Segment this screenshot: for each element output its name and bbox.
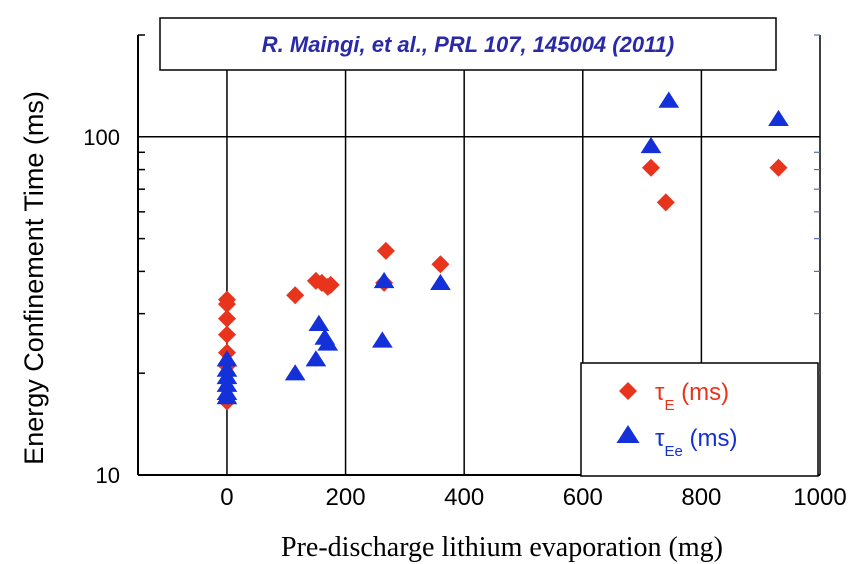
x-tick-label: 800 bbox=[681, 484, 721, 511]
data-point-tau-e bbox=[431, 255, 449, 273]
x-tick-label: 200 bbox=[326, 484, 366, 511]
y-tick-labels: 10 100 bbox=[83, 125, 120, 488]
data-point-tau-ee bbox=[768, 110, 789, 126]
data-point-tau-e bbox=[769, 159, 787, 177]
data-point-tau-ee bbox=[285, 364, 306, 380]
data-point-tau-e bbox=[377, 242, 395, 260]
citation-text: R. Maingi, et al., PRL 107, 145004 (2011… bbox=[262, 32, 675, 57]
x-tick-label: 1000 bbox=[793, 484, 846, 511]
data-point-tau-ee bbox=[309, 315, 330, 331]
x-tick-label: 600 bbox=[563, 484, 603, 511]
data-point-tau-ee bbox=[306, 350, 327, 366]
x-tick-labels: 0 200 400 600 800 1000 bbox=[220, 484, 846, 511]
y-axis-title: Energy Confinement Time (ms) bbox=[19, 91, 49, 465]
data-point-tau-e bbox=[657, 193, 675, 211]
data-point-tau-e bbox=[218, 326, 236, 344]
legend: τE (ms) τEe (ms) bbox=[581, 363, 818, 476]
data-point-tau-e bbox=[286, 286, 304, 304]
y-tick-label: 100 bbox=[83, 125, 120, 150]
data-point-tau-ee bbox=[658, 92, 679, 108]
data-point-tau-ee bbox=[430, 274, 451, 290]
y-tick-label: 10 bbox=[96, 463, 120, 488]
x-tick-label: 0 bbox=[220, 484, 233, 511]
x-axis-title: Pre-discharge lithium evaporation (mg) bbox=[281, 532, 723, 563]
citation-box: R. Maingi, et al., PRL 107, 145004 (2011… bbox=[160, 18, 776, 70]
data-point-tau-ee bbox=[374, 272, 395, 288]
data-point-tau-ee bbox=[641, 137, 662, 153]
data-point-tau-e bbox=[642, 159, 660, 177]
x-tick-label: 400 bbox=[444, 484, 484, 511]
data-point-tau-e bbox=[218, 310, 236, 328]
y-minor-ticks bbox=[138, 35, 820, 373]
data-point-tau-ee bbox=[372, 331, 393, 347]
